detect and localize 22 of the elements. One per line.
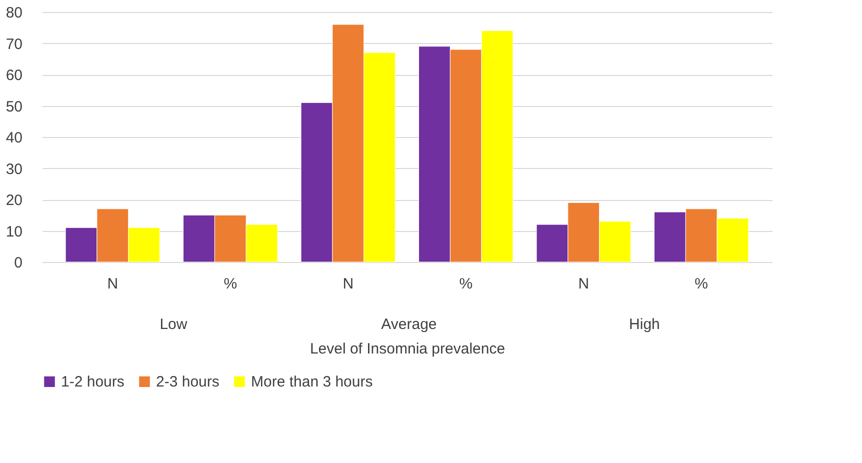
x-tick-label: N — [107, 276, 118, 292]
legend-label: 1-2 hours — [61, 374, 124, 391]
y-tick-label: 60 — [6, 67, 22, 84]
x-axis-title: Level of Insomnia prevalence — [310, 340, 506, 358]
y-tick-label: 30 — [6, 160, 22, 178]
y-tick-label: 80 — [6, 4, 22, 22]
x-tick-label: N — [342, 276, 354, 292]
text: Low — [160, 316, 188, 333]
y-tick-label: 0 — [14, 254, 22, 272]
x-tick-label: % — [459, 276, 473, 292]
x-tick-label: % — [694, 276, 708, 292]
y-tick-label: 10 — [6, 223, 22, 240]
text: High — [629, 316, 660, 333]
legend-label: 2-3 hours — [156, 374, 220, 391]
x-tick-label: % — [224, 276, 238, 292]
x-tick-label: N — [578, 276, 590, 292]
y-tick-label: 20 — [6, 192, 22, 209]
y-tick-label: 50 — [6, 98, 22, 116]
text: Average — [381, 316, 437, 333]
y-tick-label: 40 — [6, 130, 22, 146]
legend-label: More than 3 hours — [251, 374, 373, 391]
y-tick-label: 70 — [6, 36, 22, 53]
